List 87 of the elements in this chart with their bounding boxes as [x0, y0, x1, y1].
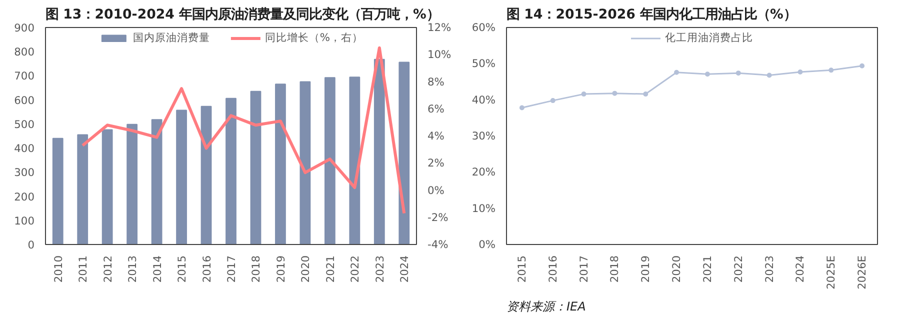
legend-label: 同比增长（%，右）	[264, 31, 364, 45]
bar	[250, 90, 262, 244]
y-tick-label: 30%	[472, 130, 496, 142]
y-tick-label: 500	[14, 118, 35, 131]
point	[581, 92, 586, 97]
y2-tick-label: 0%	[428, 184, 444, 197]
y2-tick-label: -4%	[428, 238, 448, 251]
y2-tick-label: -2%	[428, 210, 448, 224]
x-tick-label: 2021	[324, 255, 337, 283]
y-tick-label: 700	[14, 70, 35, 83]
x-tick-label: 2016	[200, 255, 214, 283]
y-tick-label: 0%	[478, 238, 496, 251]
bar	[324, 77, 336, 244]
x-tick-label: 2010	[52, 255, 65, 283]
x-tick-label: 2023	[762, 255, 776, 283]
x-tick-label: 2015	[176, 255, 189, 283]
point	[766, 72, 772, 78]
x-tick-label: 2020	[670, 255, 684, 283]
legend-label: 国内原油消费量	[132, 31, 210, 45]
bar	[151, 119, 162, 244]
x-tick-label: 2019	[639, 255, 652, 283]
y-tick-label: 40%	[472, 93, 496, 106]
y2-tick-label: 8%	[428, 75, 444, 88]
x-tick-label: 2014	[150, 255, 164, 283]
y-tick-label: 200	[14, 190, 35, 204]
x-tick-label: 2017	[225, 255, 238, 283]
bar	[374, 58, 385, 244]
y2-tick-label: 2%	[428, 156, 444, 170]
bar	[52, 138, 64, 244]
bar	[77, 134, 88, 244]
point	[704, 72, 710, 77]
y-tick-label: 0	[28, 238, 35, 252]
bar	[126, 124, 138, 244]
point	[860, 63, 865, 68]
point	[612, 90, 618, 96]
bar	[176, 110, 187, 244]
x-tick-label: 2012	[101, 255, 114, 283]
point	[550, 98, 556, 104]
y-tick-label: 600	[14, 94, 35, 107]
x-tick-label: 2024	[794, 255, 807, 283]
bar	[398, 62, 410, 244]
point	[643, 92, 648, 97]
x-tick-label: 2011	[76, 255, 90, 283]
x-tick-label: 2022	[348, 255, 362, 283]
chart-title: 图 14：2015-2026 年国内化工用油占比（%）	[506, 8, 796, 22]
y-tick-label: 60%	[472, 21, 496, 34]
x-tick-label: 2018	[608, 255, 622, 283]
y2-tick-label: 4%	[428, 130, 444, 142]
y-tick-label: 300	[14, 166, 35, 180]
text: 资料来源：IEA	[506, 300, 586, 314]
x-tick-label: 2013	[126, 255, 140, 283]
point	[828, 68, 834, 73]
legend-label: 化工用油消费占比	[665, 31, 753, 45]
point	[674, 70, 680, 75]
x-tick-label: 2020	[299, 255, 312, 283]
bar	[275, 84, 286, 244]
y-tick-label: 50%	[472, 57, 496, 70]
y2-tick-label: 12%	[428, 21, 452, 34]
x-tick-label: 2015	[515, 255, 528, 283]
y2-tick-label: 10%	[428, 48, 452, 62]
point	[798, 69, 803, 74]
x-tick-label: 2017	[577, 255, 590, 283]
y2-tick-label: 6%	[428, 102, 444, 116]
bar	[300, 81, 311, 244]
bar	[226, 98, 236, 244]
line-series	[81, 46, 406, 215]
point	[736, 70, 741, 76]
y-tick-label: 100	[14, 214, 35, 228]
x-tick-label: 2025E	[824, 255, 838, 290]
x-tick-label: 2022	[732, 255, 745, 283]
x-tick-label: 2018	[250, 255, 263, 283]
x-tick-label: 2019	[274, 255, 288, 283]
chart-title: 图 13：2010-2024 年国内原油消费量及同比变化（百万吨，%）	[46, 6, 440, 22]
y-tick-label: 800	[14, 46, 35, 59]
bar	[200, 106, 212, 244]
y-tick-label: 10%	[472, 202, 496, 215]
bar	[102, 129, 113, 244]
x-tick-label: 2024	[398, 255, 412, 283]
x-tick-label: 2023	[373, 255, 386, 283]
x-tick-label: 2026E	[856, 255, 869, 290]
point	[519, 105, 524, 110]
bar	[349, 76, 360, 244]
y-tick-label: 400	[14, 142, 35, 156]
y-tick-label: 900	[14, 22, 35, 34]
y-tick-label: 20%	[472, 166, 496, 179]
x-tick-label: 2016	[546, 255, 560, 283]
x-tick-label: 2021	[700, 255, 714, 283]
